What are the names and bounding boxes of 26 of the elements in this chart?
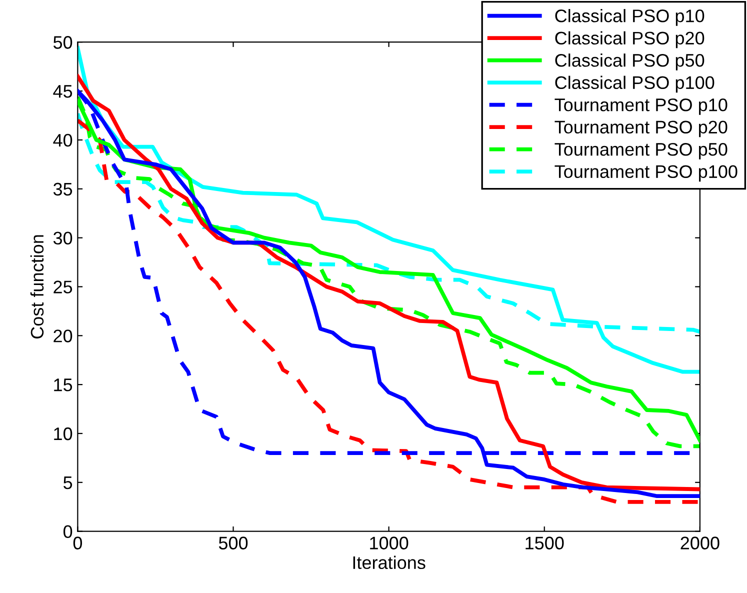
y-tick-label: 45 [53, 85, 72, 98]
x-tick-label: 1500 [526, 536, 564, 550]
legend-label: Classical PSO p10 [555, 9, 704, 26]
x-axis-title: Iterations [353, 556, 426, 570]
x-tick-label: 0 [73, 536, 82, 550]
y-tick-label: 10 [54, 427, 72, 440]
legend-label: Tournament PSO p100 [554, 165, 738, 182]
y-tick-label: 40 [53, 134, 72, 147]
y-tick-label: 25 [54, 280, 72, 294]
legend-label: Classical PSO p20 [555, 31, 704, 48]
legend-label: Classical PSO p50 [555, 54, 704, 70]
x-tick-label: 2000 [680, 536, 720, 550]
legend-label: Tournament PSO p20 [554, 120, 728, 138]
legend-label: Tournament PSO p50 [554, 142, 728, 160]
x-tick-label: 500 [218, 536, 248, 550]
x-tick-label: 1000 [370, 536, 408, 550]
y-axis-title: Cost function [30, 235, 44, 338]
y-tick-label: 50 [53, 36, 72, 49]
legend-label: Tournament PSO p10 [554, 98, 728, 115]
y-tick-label: 0 [63, 525, 72, 538]
y-tick-label: 15 [54, 378, 72, 392]
y-tick-label: 35 [53, 182, 72, 196]
y-tick-label: 20 [54, 330, 72, 342]
y-tick-label: 30 [53, 232, 72, 245]
legend-label: Classical PSO p100 [555, 76, 714, 93]
y-tick-label: 5 [64, 476, 72, 490]
